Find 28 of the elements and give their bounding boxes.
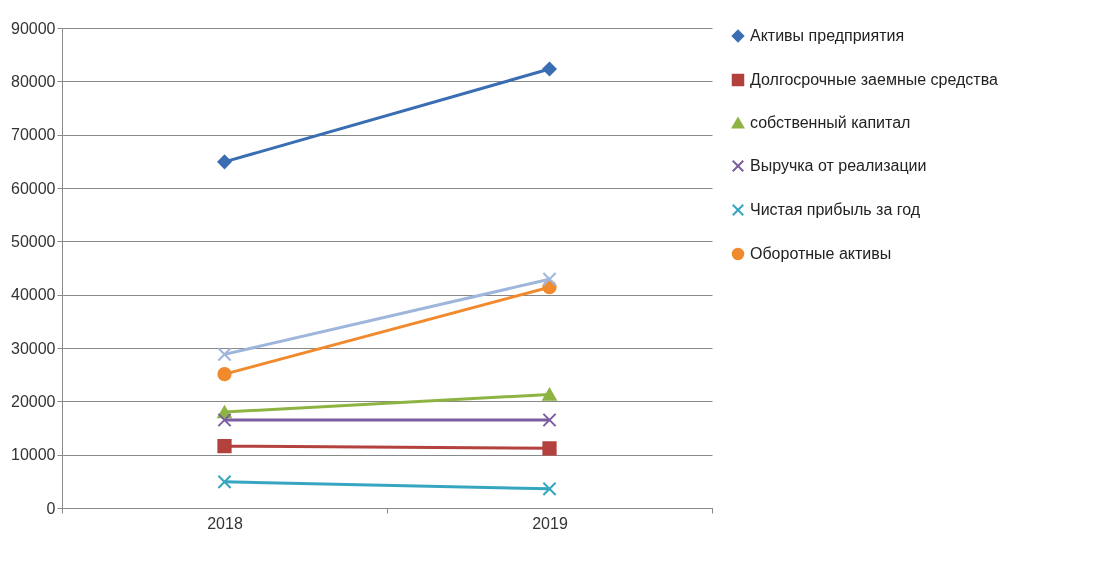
legend-label: Выручка от реализации [750,157,927,174]
y-tick-label: 30000 [11,339,56,357]
point [542,441,557,456]
y-tick-label: 50000 [11,232,56,250]
x-tick-label: 2018 [207,514,243,532]
y-tick-label: 60000 [11,179,56,197]
point [542,272,557,287]
legend-label: Оборотные активы [750,245,892,262]
y-tick-label: 90000 [11,19,56,37]
y-tick-label: 0 [46,499,56,517]
y-tick-label: 40000 [11,286,56,304]
point [217,154,232,169]
legend-label: собственный капитал [750,114,911,131]
legend-label: Долгосрочные заемные средства [750,71,998,88]
point [217,439,232,454]
x-tick-label: 2019 [532,514,568,532]
y-tick-label: 10000 [11,446,56,464]
point [542,412,557,428]
point [542,61,557,77]
y-tick-label: 70000 [11,126,56,144]
y-tick-label: 20000 [11,392,56,410]
point [217,367,232,382]
point [217,474,232,489]
legend-label: Чистая прибыль за год [750,201,921,218]
point [542,481,557,496]
y-tick-label: 80000 [11,72,56,90]
legend-label: Активы предприятия [750,27,905,44]
point [217,347,232,362]
